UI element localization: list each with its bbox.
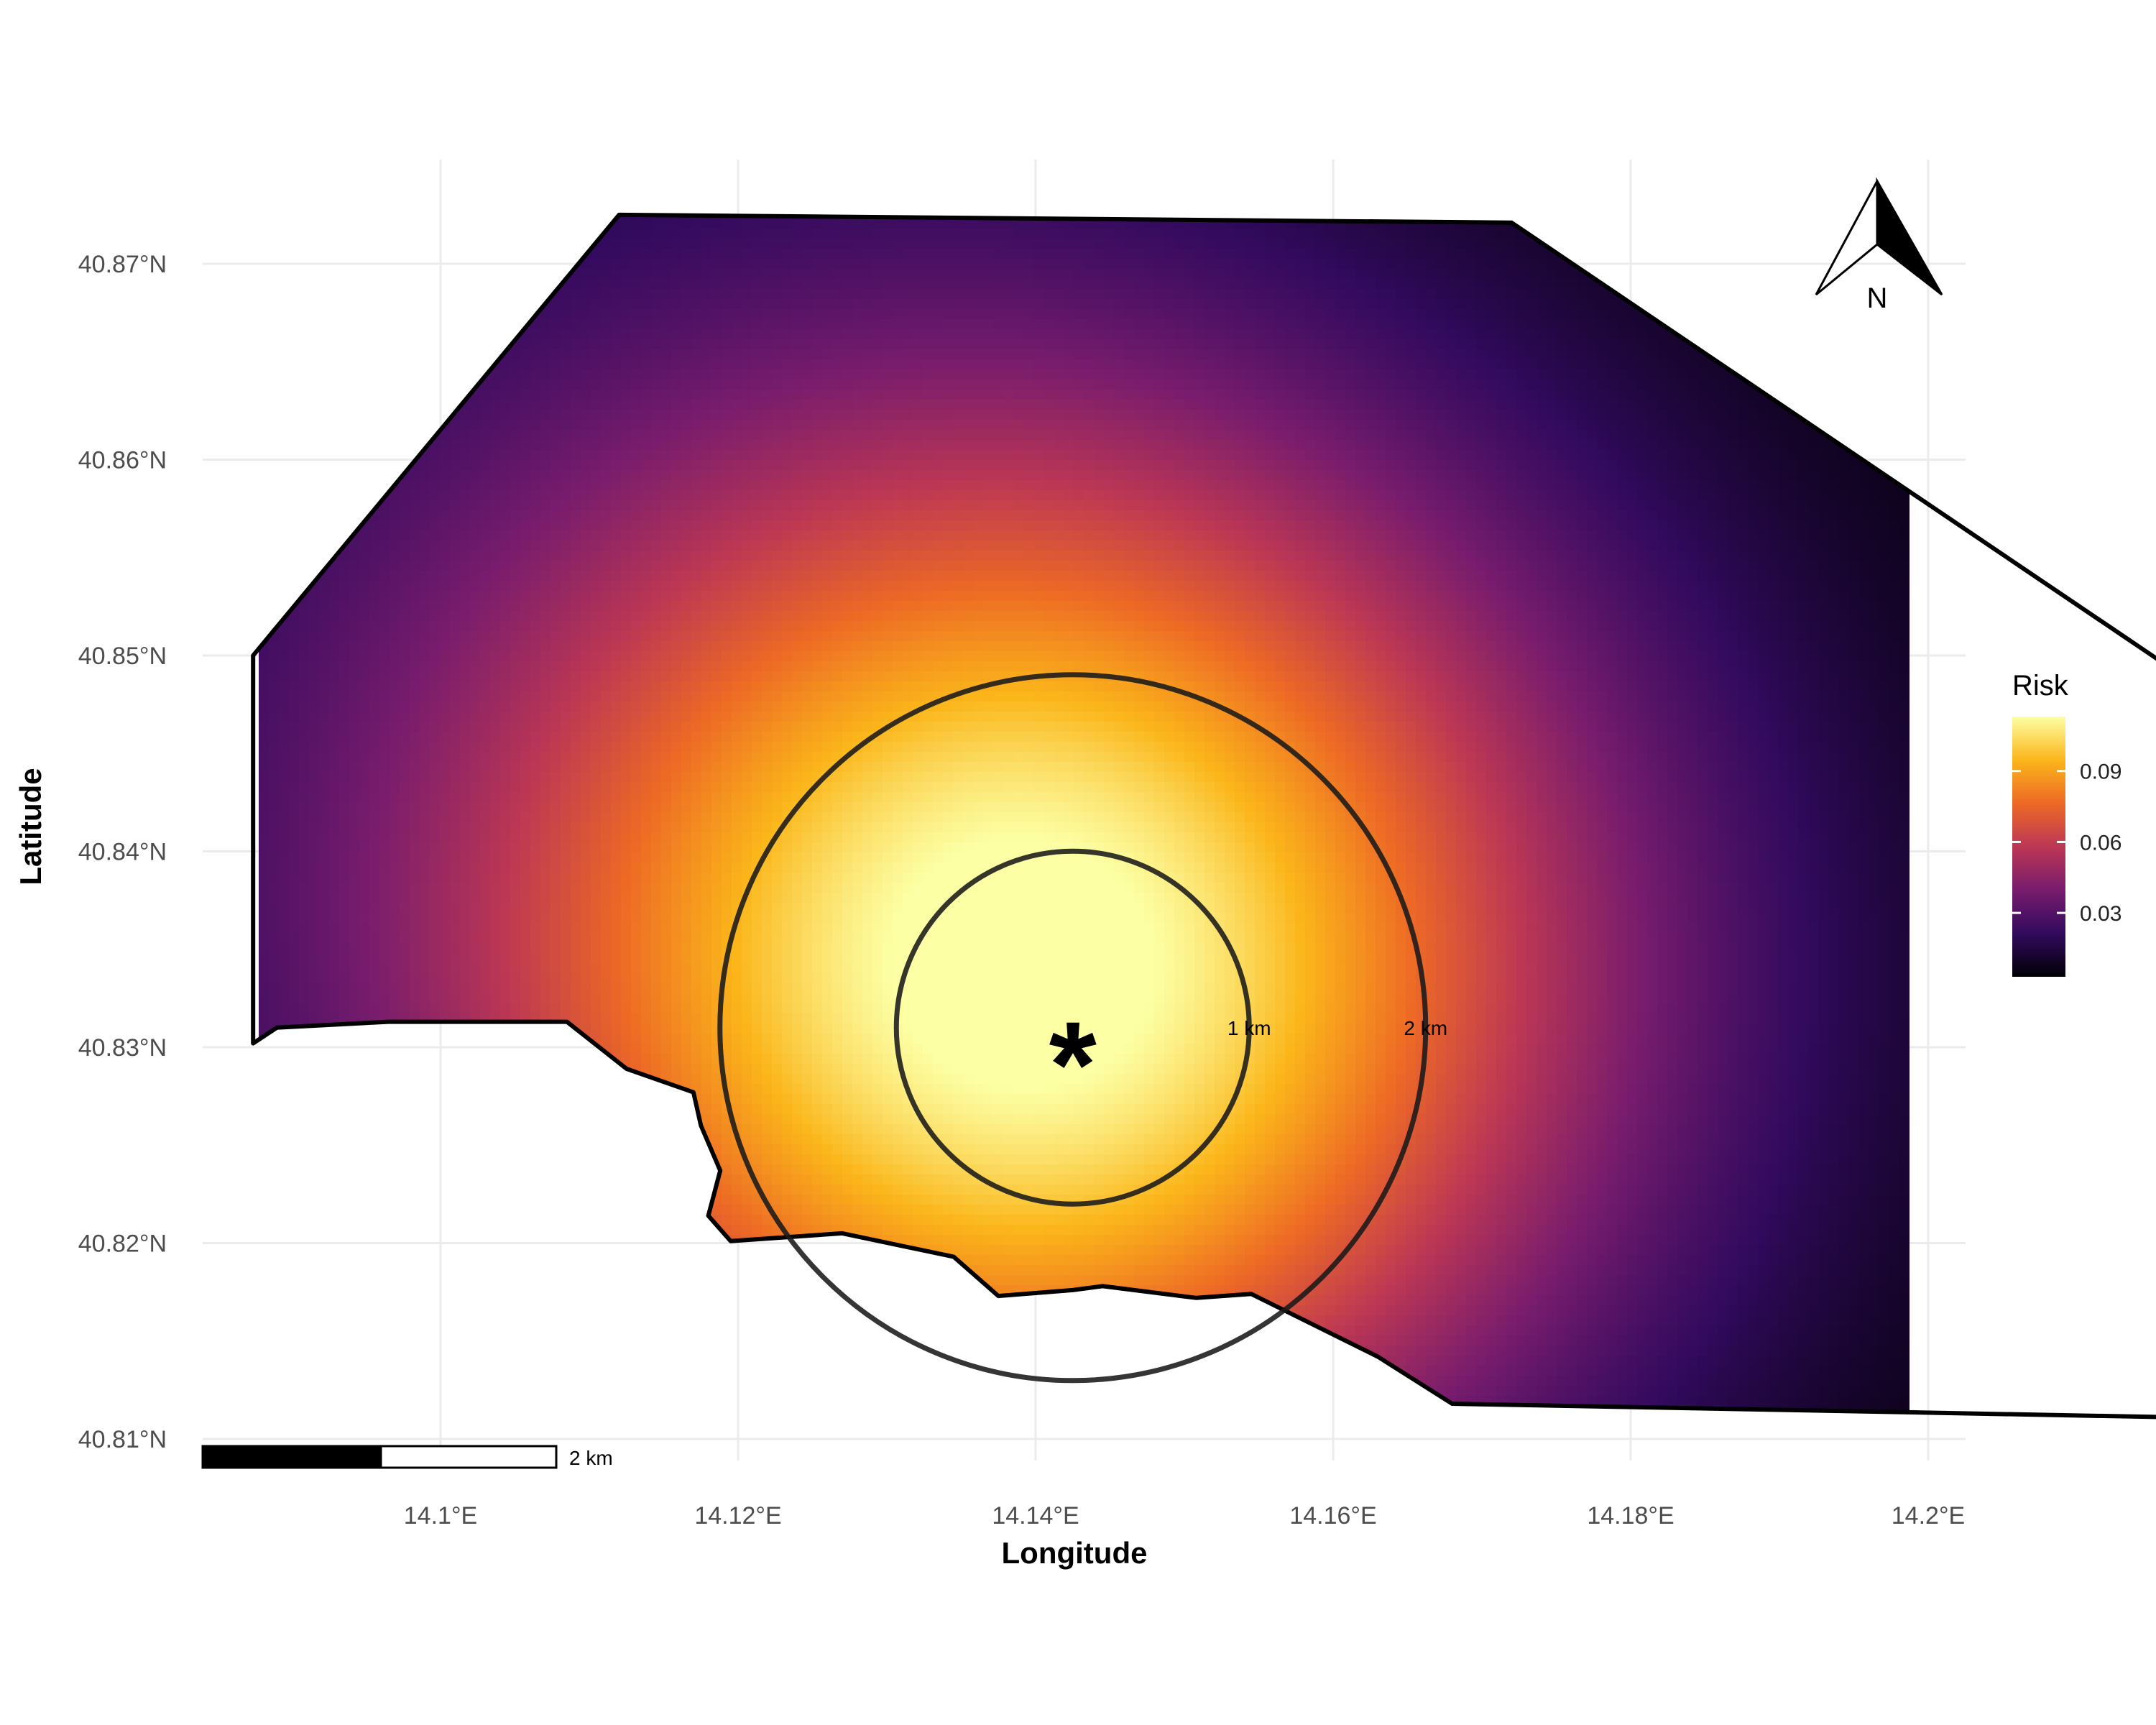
y-tick-label: 40.83°N bbox=[78, 1034, 167, 1062]
region-boundary bbox=[251, 212, 2156, 1420]
buffer-rings: 1 km 2 km bbox=[717, 672, 1447, 1384]
y-tick-label: 40.82°N bbox=[78, 1230, 167, 1258]
x-tick-label: 14.2°E bbox=[1892, 1502, 1965, 1530]
risk-legend: Risk 0.03 0.06 0.09 bbox=[2012, 670, 2122, 977]
y-tick-label: 40.86°N bbox=[78, 447, 167, 474]
x-tick-label: 14.14°E bbox=[992, 1502, 1079, 1530]
y-axis-ticks: 40.81°N 40.82°N 40.83°N 40.84°N 40.85°N 40.86… bbox=[78, 251, 167, 1453]
source-marker: * bbox=[1049, 997, 1097, 1133]
legend-tick-label: 0.03 bbox=[2080, 902, 2122, 926]
scale-bar: 2 km bbox=[201, 1445, 613, 1469]
y-tick-label: 40.81°N bbox=[78, 1426, 167, 1453]
north-arrow-label: N bbox=[1867, 282, 1888, 314]
scale-bar-light-segment bbox=[379, 1445, 558, 1469]
y-axis-title: Latitude bbox=[14, 768, 47, 885]
legend-ticks: 0.03 0.06 0.09 bbox=[2012, 760, 2122, 926]
legend-title: Risk bbox=[2012, 670, 2069, 702]
legend-tick-label: 0.06 bbox=[2080, 831, 2122, 855]
x-tick-label: 14.12°E bbox=[694, 1502, 781, 1530]
legend-tick-label: 0.09 bbox=[2080, 760, 2122, 784]
buffer-ring-label: 2 km bbox=[1404, 1017, 1447, 1039]
scale-bar-dark-segment bbox=[201, 1445, 382, 1469]
scale-bar-label: 2 km bbox=[569, 1447, 613, 1469]
buffer-ring-label: 1 km bbox=[1227, 1017, 1271, 1039]
y-tick-label: 40.85°N bbox=[78, 643, 167, 670]
x-tick-label: 14.16°E bbox=[1289, 1502, 1376, 1530]
buffer-ring-1km bbox=[893, 848, 1252, 1207]
x-axis-title: Longitude bbox=[1002, 1536, 1148, 1570]
buffer-ring-2km bbox=[717, 672, 1429, 1384]
x-axis-ticks: 14.1°E 14.12°E 14.14°E 14.16°E 14.18°E 14.2°E bbox=[404, 1502, 1965, 1530]
y-tick-label: 40.87°N bbox=[78, 251, 167, 278]
x-tick-label: 14.18°E bbox=[1587, 1502, 1674, 1530]
north-arrow-right-half bbox=[1876, 177, 1943, 296]
x-tick-label: 14.1°E bbox=[404, 1502, 477, 1530]
legend-colorbar bbox=[2012, 717, 2065, 977]
north-arrow-left-half bbox=[1815, 180, 1879, 296]
north-arrow: N bbox=[1815, 177, 1943, 314]
y-tick-label: 40.84°N bbox=[78, 839, 167, 866]
risk-surface bbox=[259, 214, 1909, 1417]
